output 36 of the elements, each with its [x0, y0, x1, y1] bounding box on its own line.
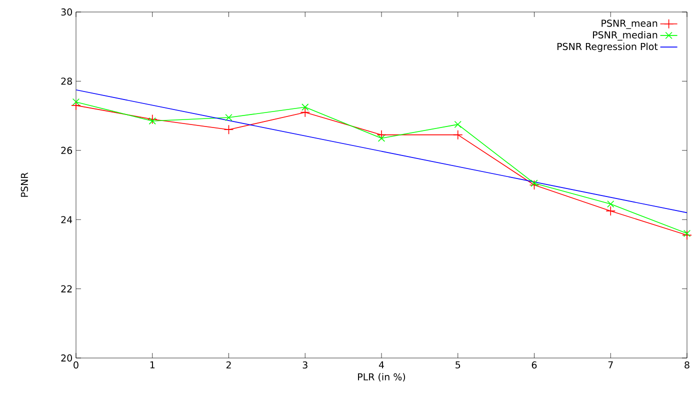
- legend-label: PSNR_median: [593, 31, 658, 41]
- point: [607, 200, 614, 208]
- point: [72, 98, 80, 106]
- point: [530, 180, 538, 187]
- y-tick-label: 28: [61, 78, 72, 85]
- point: [225, 114, 232, 122]
- point: [682, 230, 692, 240]
- point: [683, 230, 691, 238]
- x-tick-label: 8: [684, 361, 690, 369]
- y-tick-label: 30: [61, 8, 72, 16]
- x-tick-label: 7: [608, 361, 613, 368]
- x-tick-label: 5: [456, 361, 460, 368]
- legend-label: PSNR Regression Plot: [557, 42, 658, 52]
- point: [147, 114, 158, 124]
- point: [378, 134, 386, 142]
- y-axis-title: PSNR: [20, 172, 28, 197]
- x-tick-label: 3: [302, 361, 308, 369]
- y-tick-label: 20: [61, 354, 72, 362]
- x-tick-label: 0: [74, 361, 78, 369]
- point: [529, 180, 540, 190]
- point: [224, 124, 234, 135]
- y-tick-label: 26: [61, 146, 72, 154]
- point: [376, 130, 386, 140]
- x-axis-title: PLR (in %): [358, 373, 406, 382]
- x-tick-label: 2: [226, 361, 231, 368]
- point: [454, 120, 462, 128]
- x-tick-label: 6: [532, 361, 537, 369]
- point: [302, 104, 309, 111]
- legend-label: PSNR_mean: [602, 20, 658, 29]
- point: [606, 206, 616, 216]
- point: [148, 117, 156, 125]
- y-tick-label: 24: [61, 216, 72, 224]
- y-tick-label: 22: [61, 285, 72, 292]
- x-tick-label: 1: [150, 361, 155, 368]
- point: [452, 130, 463, 140]
- x-tick-label: 4: [378, 361, 384, 368]
